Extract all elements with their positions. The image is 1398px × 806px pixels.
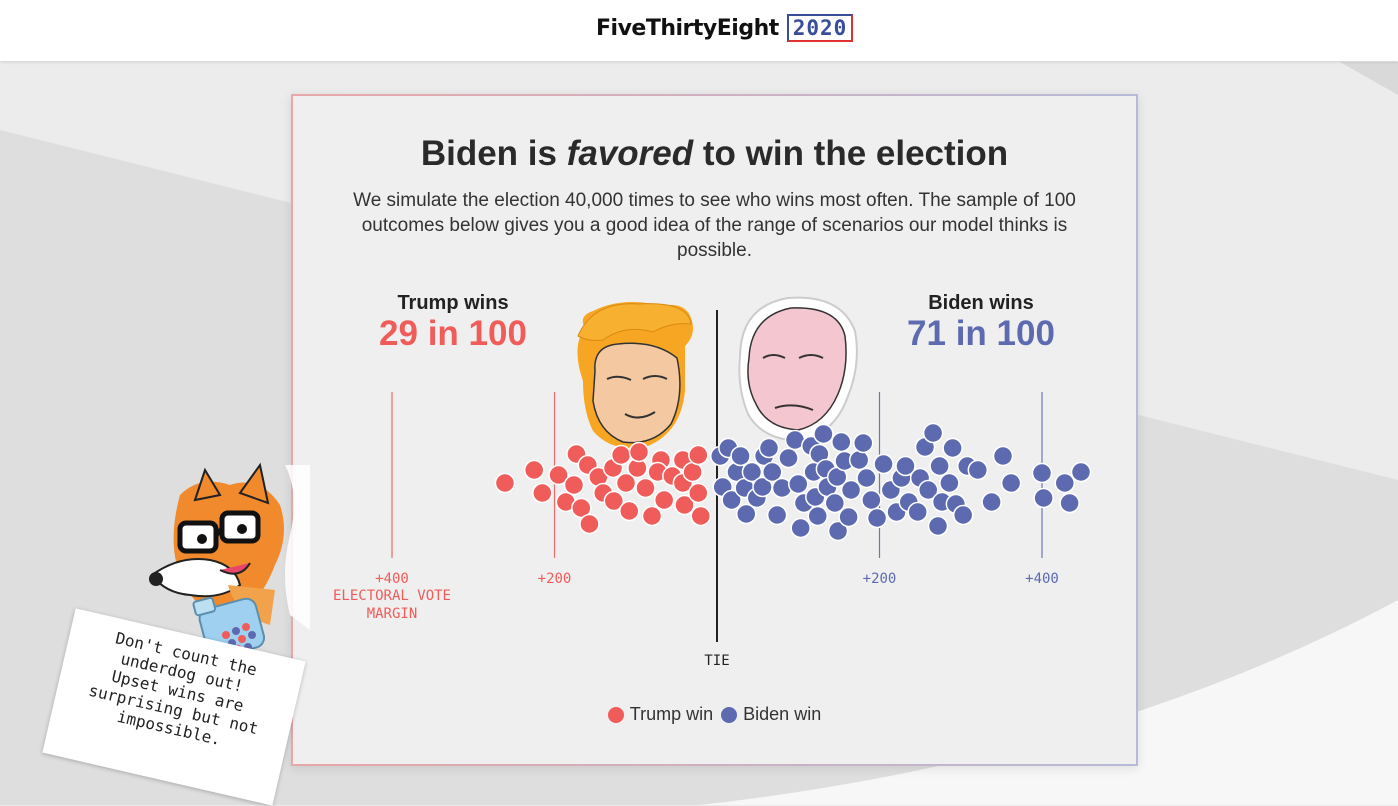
outcome-dot xyxy=(853,432,874,454)
outcome-dot xyxy=(690,505,711,527)
tick-label-trump: +400 xyxy=(375,571,409,587)
outcome-dot xyxy=(766,504,788,526)
subtitle: We simulate the election 40,000 times to… xyxy=(353,190,1076,261)
outcome-dot xyxy=(762,461,783,483)
tick-label-biden: +200 xyxy=(863,571,897,587)
tick-label-tie: TIE xyxy=(704,653,729,669)
outcome-dot xyxy=(563,474,585,496)
outcome-dot xyxy=(653,489,675,511)
chart-legend: Trump win Biden win xyxy=(293,704,1136,725)
biden-label: Biden wins xyxy=(928,292,1034,314)
logo-year-badge: 2020 xyxy=(786,14,854,42)
outcome-dot xyxy=(579,513,600,535)
outcome-dot xyxy=(610,444,632,466)
outcome-dot xyxy=(939,472,960,494)
outcome-dot xyxy=(840,479,862,501)
fox-mascot-icon xyxy=(149,462,310,630)
outcome-dot xyxy=(866,507,888,529)
logo-text: FiveThirtyEight xyxy=(596,15,779,41)
outcome-dot xyxy=(992,445,1014,467)
outcome-dot xyxy=(688,482,709,504)
outcome-dot xyxy=(861,489,882,511)
outcome-dot xyxy=(1000,472,1022,494)
site-logo-link[interactable]: FiveThirtyEight 2020 xyxy=(596,14,854,42)
outcome-dot xyxy=(1033,487,1054,509)
outcome-dot xyxy=(730,445,751,467)
trump-odds: 29 in 100 xyxy=(379,314,527,353)
outcome-dot xyxy=(615,472,637,494)
outcome-dot xyxy=(856,467,877,489)
legend-item-biden: Biden win xyxy=(721,704,821,725)
legend-swatch-trump xyxy=(607,706,624,723)
legend-label-biden: Biden win xyxy=(743,704,822,724)
axis-title: ELECTORAL VOTE xyxy=(333,588,451,604)
outcome-dot xyxy=(895,455,916,477)
outcome-dot xyxy=(929,455,950,477)
outcome-dot xyxy=(981,491,1002,513)
outcome-dot xyxy=(831,431,852,453)
outcome-dot xyxy=(873,453,894,475)
headline-emphasis: favored xyxy=(566,134,694,173)
outcome-dot xyxy=(827,520,849,542)
outcome-dot xyxy=(918,479,939,501)
forecast-card: Biden is favored to win the election We … xyxy=(291,94,1138,766)
biden-dots xyxy=(710,422,1092,542)
outcome-dot xyxy=(838,506,859,528)
trump-label: Trump wins xyxy=(397,292,509,314)
outcome-dot xyxy=(778,447,799,469)
outcome-dot xyxy=(548,464,569,486)
legend-swatch-biden xyxy=(721,706,738,723)
outcome-dot xyxy=(688,444,709,466)
outcome-dot xyxy=(1031,462,1053,484)
outcome-dot xyxy=(494,472,516,494)
top-nav-bar: FiveThirtyEight 2020 xyxy=(0,0,1398,61)
outcome-dot xyxy=(635,477,656,499)
outcome-dot xyxy=(922,422,944,444)
outcome-dot xyxy=(641,505,663,527)
biden-caricature-icon xyxy=(738,296,858,443)
outcome-dot xyxy=(907,501,928,523)
outcome-dot xyxy=(927,515,949,537)
headline-part: Biden is xyxy=(420,134,567,173)
outcome-dot xyxy=(682,461,703,483)
outcome-dot xyxy=(628,441,650,463)
outcome-dot xyxy=(603,490,625,512)
outcome-dot xyxy=(790,517,811,539)
outcome-dot xyxy=(967,459,989,481)
legend-item-trump: Trump win xyxy=(607,704,714,725)
outcome-dot xyxy=(942,437,963,459)
tick-label-biden: +400 xyxy=(1025,571,1059,587)
outcome-dot xyxy=(758,437,780,459)
outcome-dot xyxy=(674,494,695,516)
outcome-dot xyxy=(721,489,742,511)
headline-part: to win the election xyxy=(693,134,1009,173)
tick-label-trump: +200 xyxy=(538,571,572,587)
outcome-dot xyxy=(736,503,757,525)
outcome-dot xyxy=(807,505,828,527)
outcome-dot xyxy=(824,492,846,514)
trump-caricature-icon xyxy=(577,302,693,449)
outcome-dot xyxy=(532,482,553,504)
outcome-dot xyxy=(1059,492,1080,514)
outcome-dot xyxy=(952,504,974,526)
trump-dots xyxy=(494,441,711,535)
axis-title: MARGIN xyxy=(367,606,418,622)
legend-label-trump: Trump win xyxy=(629,704,714,724)
outcome-dot xyxy=(571,497,592,519)
biden-odds: 71 in 100 xyxy=(907,314,1055,353)
outcome-dot xyxy=(788,473,809,495)
outcome-dot xyxy=(848,449,870,471)
outcome-dot xyxy=(813,423,834,445)
outcome-dot xyxy=(1054,472,1075,494)
headline: Biden is favored to win the election xyxy=(293,134,1136,174)
outcome-dot xyxy=(741,461,763,483)
outcome-dot xyxy=(523,459,545,481)
outcome-dot xyxy=(1070,461,1092,483)
outcome-dot xyxy=(619,500,640,522)
